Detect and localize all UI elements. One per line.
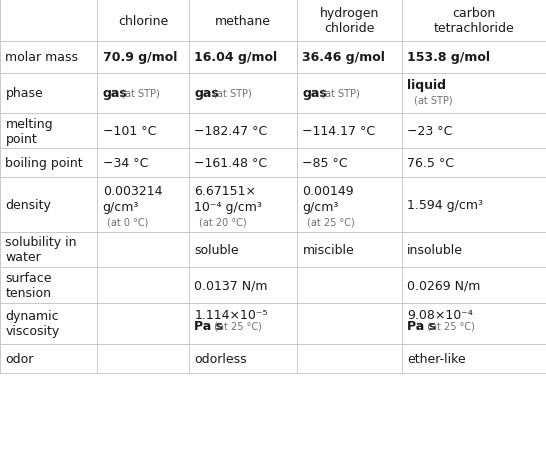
- Text: carbon
tetrachloride: carbon tetrachloride: [434, 7, 514, 35]
- Text: (at STP): (at STP): [318, 89, 359, 99]
- Text: melting
point: melting point: [5, 118, 53, 146]
- Text: dynamic
viscosity: dynamic viscosity: [5, 310, 60, 337]
- Text: 16.04 g/mol: 16.04 g/mol: [194, 51, 277, 64]
- Text: (at 25 °C): (at 25 °C): [211, 320, 262, 330]
- Text: 1.594 g/cm³: 1.594 g/cm³: [407, 199, 483, 212]
- Text: Pa s: Pa s: [407, 319, 436, 332]
- Text: liquid: liquid: [407, 79, 446, 92]
- Text: −114.17 °C: −114.17 °C: [302, 125, 376, 138]
- Text: −85 °C: −85 °C: [302, 157, 348, 170]
- Text: Pa s: Pa s: [194, 319, 223, 332]
- Text: molar mass: molar mass: [5, 51, 79, 64]
- Text: gas: gas: [302, 87, 327, 100]
- Text: −182.47 °C: −182.47 °C: [194, 125, 268, 138]
- Text: 10⁻⁴ g/cm³: 10⁻⁴ g/cm³: [194, 200, 262, 213]
- Text: 76.5 °C: 76.5 °C: [407, 157, 454, 170]
- Text: soluble: soluble: [194, 243, 239, 257]
- Text: boiling point: boiling point: [5, 157, 83, 170]
- Text: (at STP): (at STP): [118, 89, 159, 99]
- Text: −23 °C: −23 °C: [407, 125, 453, 138]
- Text: (at 25 °C): (at 25 °C): [307, 217, 354, 227]
- Text: 9.08×10⁻⁴: 9.08×10⁻⁴: [407, 308, 473, 321]
- Text: ether-like: ether-like: [407, 352, 466, 365]
- Text: (at STP): (at STP): [414, 95, 453, 105]
- Text: 36.46 g/mol: 36.46 g/mol: [302, 51, 385, 64]
- Text: 0.0137 N/m: 0.0137 N/m: [194, 279, 268, 292]
- Text: methane: methane: [215, 15, 271, 28]
- Text: −101 °C: −101 °C: [103, 125, 156, 138]
- Text: g/cm³: g/cm³: [103, 200, 139, 213]
- Text: odorless: odorless: [194, 352, 247, 365]
- Text: 0.0269 N/m: 0.0269 N/m: [407, 279, 480, 292]
- Text: 1.114×10⁻⁵: 1.114×10⁻⁵: [194, 308, 268, 321]
- Text: 153.8 g/mol: 153.8 g/mol: [407, 51, 490, 64]
- Text: (at STP): (at STP): [210, 89, 251, 99]
- Text: odor: odor: [5, 352, 34, 365]
- Text: insoluble: insoluble: [407, 243, 464, 257]
- Text: phase: phase: [5, 87, 43, 100]
- Text: density: density: [5, 199, 51, 212]
- Text: 70.9 g/mol: 70.9 g/mol: [103, 51, 177, 64]
- Text: chlorine: chlorine: [118, 15, 168, 28]
- Text: solubility in
water: solubility in water: [5, 236, 77, 264]
- Text: 0.003214: 0.003214: [103, 185, 162, 198]
- Text: −34 °C: −34 °C: [103, 157, 148, 170]
- Text: g/cm³: g/cm³: [302, 200, 339, 213]
- Text: 6.67151×: 6.67151×: [194, 185, 257, 198]
- Text: (at 0 °C): (at 0 °C): [107, 217, 149, 227]
- Text: 0.00149: 0.00149: [302, 185, 354, 198]
- Text: (at 20 °C): (at 20 °C): [199, 217, 246, 227]
- Text: gas: gas: [194, 87, 219, 100]
- Text: miscible: miscible: [302, 243, 354, 257]
- Text: (at 25 °C): (at 25 °C): [424, 320, 474, 330]
- Text: hydrogen
chloride: hydrogen chloride: [320, 7, 379, 35]
- Text: −161.48 °C: −161.48 °C: [194, 157, 268, 170]
- Text: gas: gas: [103, 87, 127, 100]
- Text: surface
tension: surface tension: [5, 271, 52, 299]
